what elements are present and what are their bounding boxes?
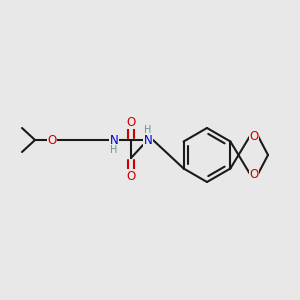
Text: N: N: [110, 134, 118, 146]
Text: H: H: [110, 145, 118, 155]
Text: O: O: [249, 167, 259, 181]
Text: H: H: [144, 125, 152, 135]
Text: O: O: [126, 169, 136, 182]
Text: O: O: [47, 134, 57, 146]
Text: O: O: [126, 116, 136, 128]
Text: O: O: [249, 130, 259, 142]
Text: N: N: [144, 134, 152, 146]
